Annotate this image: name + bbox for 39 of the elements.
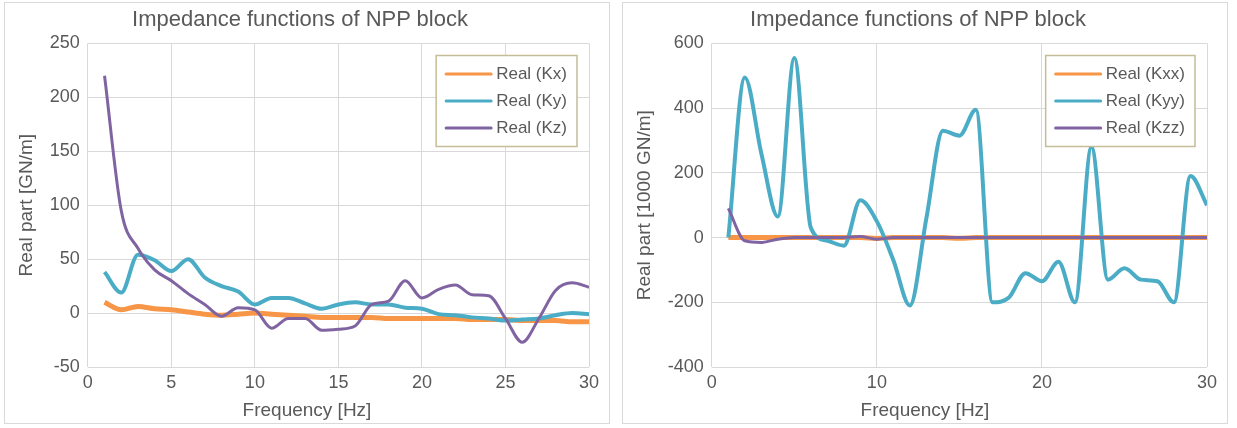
- legend-label: Real (Ky): [496, 90, 568, 110]
- x-tick-label: 30: [1196, 371, 1218, 392]
- chart-title: Impedance functions of NPP block: [750, 6, 1087, 32]
- y-axis-title: Real part [GN/m]: [14, 133, 36, 277]
- y-tick-label: -200: [667, 291, 704, 312]
- y-tick-label: 250: [49, 32, 80, 53]
- y-tick-label: 100: [49, 194, 80, 215]
- legend-label: Real (Kxx): [1105, 63, 1186, 83]
- y-axis-title: Real part [1000 GN/m]: [632, 110, 654, 301]
- x-tick-label: 15: [328, 371, 349, 392]
- y-tick-label: -400: [667, 355, 704, 376]
- x-axis-title: Frequency [Hz]: [241, 399, 373, 421]
- x-tick-label: 5: [166, 371, 177, 392]
- y-tick-label: 600: [673, 32, 704, 53]
- y-tick-label: 0: [693, 226, 704, 247]
- y-tick-label: 200: [673, 161, 704, 182]
- y-tick-label: 150: [49, 140, 80, 161]
- x-tick-label: 0: [706, 371, 717, 392]
- legend-label: Real (Kyy): [1105, 90, 1186, 110]
- y-tick-label: 200: [49, 86, 80, 107]
- y-tick-label: 50: [59, 248, 80, 269]
- x-tick-label: 10: [244, 371, 265, 392]
- x-axis-title: Frequency [Hz]: [859, 399, 991, 421]
- x-tick-label: 25: [495, 371, 516, 392]
- x-tick-label: 20: [1031, 371, 1052, 392]
- x-tick-label: 10: [866, 371, 887, 392]
- line-series: [726, 55, 1207, 308]
- y-tick-label: 0: [69, 302, 80, 323]
- x-tick-label: 20: [411, 371, 432, 392]
- legend-label: Real (Kx): [496, 63, 568, 83]
- line-series: [726, 206, 1207, 244]
- x-tick-label: 30: [578, 371, 600, 392]
- legend-label: Real (Kz): [496, 117, 568, 137]
- y-tick-label: -50: [53, 355, 80, 376]
- line-series: [102, 252, 589, 323]
- y-tick-label: 400: [673, 97, 704, 118]
- chart-title: Impedance functions of NPP block: [132, 6, 469, 32]
- legend-label: Real (Kzz): [1105, 117, 1186, 137]
- x-tick-label: 0: [82, 371, 93, 392]
